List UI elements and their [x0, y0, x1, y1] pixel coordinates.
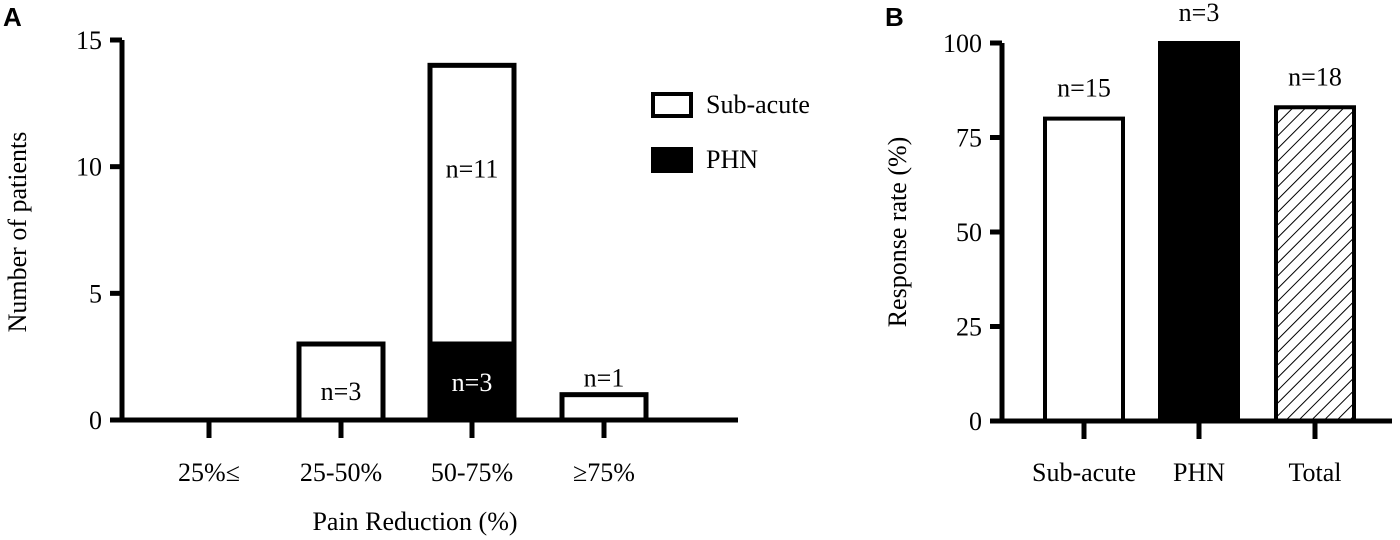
- panel-a-bars: n=3 n=3 n=11 n=1: [296, 62, 649, 423]
- panel-b-label: B: [885, 2, 904, 32]
- y-tick-label: 10: [76, 153, 102, 182]
- panel-b-x-axis: Sub-acute PHN Total: [1002, 418, 1392, 487]
- bar-sub-acute: [427, 62, 517, 347]
- bar-phn: [1158, 41, 1240, 423]
- legend-label-sub-acute: Sub-acute: [706, 90, 810, 119]
- data-label: n=3: [1179, 0, 1220, 27]
- bar-sub-acute: [1043, 116, 1125, 423]
- x-tick-label: ≥75%: [573, 458, 635, 487]
- y-tick-label: 0: [969, 407, 982, 436]
- x-tick-label: 25-50%: [300, 458, 382, 487]
- bar-sub-acute: [559, 392, 649, 423]
- y-tick-label: 0: [89, 406, 102, 435]
- panel-a-label: A: [3, 2, 22, 32]
- panel-a-y-axis: 0 5 10 15: [76, 26, 125, 435]
- panel-a-x-axis-title: Pain Reduction (%): [312, 507, 517, 536]
- data-label: n=18: [1288, 62, 1342, 91]
- data-label: n=1: [584, 364, 625, 393]
- panel-a-legend: Sub-acute PHN: [651, 90, 810, 174]
- panel-a: A 0 5 10 15 n=3 n=3 n=11 n=1 25%≤ 25-50% 50-75% ≥…: [3, 2, 810, 536]
- panel-b-bars: n=15 n=3 n=18: [1043, 0, 1356, 423]
- legend-label-phn: PHN: [706, 145, 758, 174]
- data-label: n=3: [452, 368, 493, 397]
- x-tick-label: 25%≤: [178, 458, 240, 487]
- data-label: n=15: [1057, 74, 1111, 103]
- bar-total: [1274, 105, 1356, 423]
- x-tick-label: 50-75%: [431, 458, 513, 487]
- y-tick-label: 50: [956, 218, 982, 247]
- panel-a-y-axis-title: Number of patients: [3, 132, 32, 333]
- y-tick-label: 5: [89, 279, 102, 308]
- data-label: n=3: [321, 377, 362, 406]
- y-tick-label: 75: [956, 124, 982, 153]
- panel-a-x-axis: 25%≤ 25-50% 50-75% ≥75%: [122, 417, 738, 487]
- y-tick-label: 100: [943, 29, 982, 58]
- y-tick-label: 15: [76, 26, 102, 55]
- y-tick-label: 25: [956, 313, 982, 342]
- bar-sub-acute: [296, 341, 386, 423]
- data-label: n=11: [446, 154, 499, 183]
- panel-b: B 0 25 50 75 100 n=15 n=3 n=18 Sub-acute PHN Tot…: [883, 0, 1392, 487]
- x-tick-label: Total: [1288, 458, 1341, 487]
- panel-b-y-axis-title: Response rate (%): [883, 137, 912, 328]
- x-tick-label: Sub-acute: [1032, 458, 1136, 487]
- legend-swatch-phn: [651, 147, 693, 173]
- x-tick-label: PHN: [1173, 458, 1225, 487]
- panel-b-y-axis: 0 25 50 75 100: [943, 29, 1005, 436]
- legend-swatch-sub-acute: [651, 92, 693, 118]
